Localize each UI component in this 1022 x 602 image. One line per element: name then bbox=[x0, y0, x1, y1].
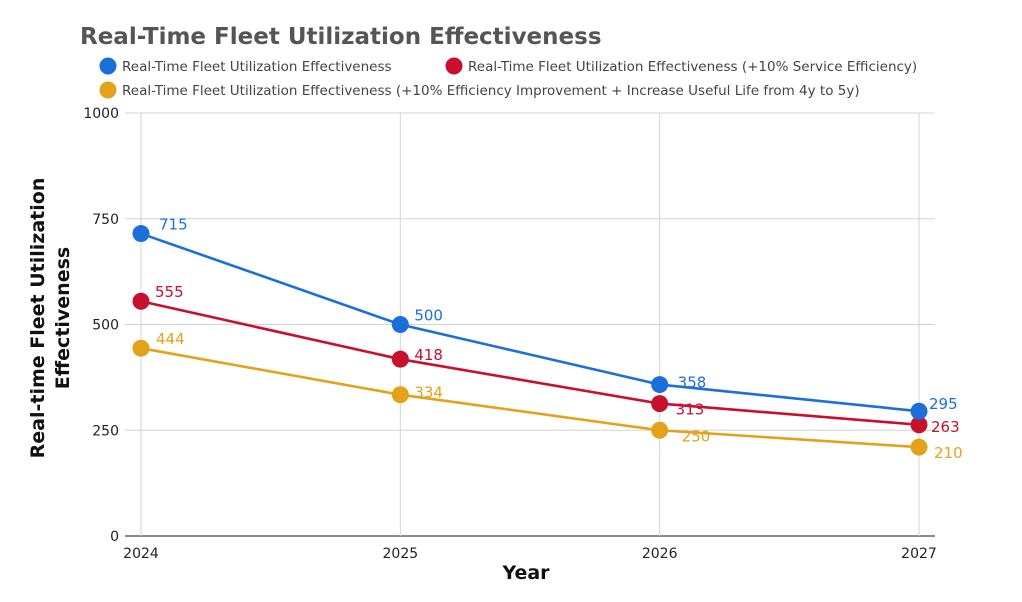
y-axis-ticks: 0 250 500 750 1000 bbox=[83, 106, 119, 545]
data-point bbox=[910, 402, 928, 420]
x-axis-title: Year bbox=[501, 562, 550, 584]
data-point bbox=[910, 438, 928, 456]
data-labels: 444 334 250 210 555 418 313 263 715 500 358 295 bbox=[155, 216, 963, 463]
data-point bbox=[132, 292, 150, 310]
y-tick-label: 0 bbox=[110, 529, 119, 545]
data-label: 263 bbox=[931, 418, 960, 436]
x-tick-label: 2025 bbox=[383, 546, 419, 562]
y-tick-label: 1000 bbox=[83, 106, 119, 122]
legend-label: Real-Time Fleet Utilization Effectivenes… bbox=[122, 59, 392, 75]
x-tick-label: 2026 bbox=[642, 546, 678, 562]
data-point bbox=[651, 421, 669, 439]
legend-label: Real-Time Fleet Utilization Effectivenes… bbox=[122, 83, 860, 99]
data-point bbox=[132, 339, 150, 357]
legend-marker bbox=[99, 81, 117, 99]
data-point bbox=[391, 386, 409, 404]
chart-title: Real-Time Fleet Utilization Effectivenes… bbox=[80, 24, 602, 50]
series-line bbox=[140, 346, 920, 449]
data-point bbox=[910, 416, 928, 434]
data-label: 715 bbox=[159, 216, 188, 234]
data-point bbox=[391, 350, 409, 368]
legend-marker bbox=[445, 57, 463, 75]
data-label: 210 bbox=[934, 444, 963, 462]
series-line bbox=[140, 299, 920, 427]
data-point bbox=[651, 395, 669, 413]
data-label: 295 bbox=[929, 395, 958, 413]
y-tick-label: 250 bbox=[92, 423, 119, 439]
data-label: 313 bbox=[676, 401, 705, 419]
series-lines bbox=[140, 232, 920, 449]
data-point bbox=[391, 316, 409, 333]
legend-label: Real-Time Fleet Utilization Effectivenes… bbox=[468, 59, 917, 75]
data-label: 250 bbox=[682, 427, 711, 445]
data-label: 334 bbox=[414, 384, 443, 402]
series-points bbox=[132, 225, 928, 456]
x-axis-ticks: 2024 2025 2026 2027 bbox=[123, 546, 937, 562]
y-axis-title-line: Real-time Fleet Utilization bbox=[27, 178, 49, 459]
y-axis-title: Real-time Fleet Utilization Effectiveness bbox=[27, 178, 74, 459]
data-label: 500 bbox=[414, 307, 443, 325]
grid bbox=[125, 112, 935, 537]
y-axis-title-line: Effectiveness bbox=[52, 247, 74, 389]
y-tick-label: 750 bbox=[92, 212, 119, 228]
data-label: 555 bbox=[155, 283, 184, 301]
series-line bbox=[140, 232, 920, 413]
x-tick-label: 2027 bbox=[901, 546, 937, 562]
data-point bbox=[651, 376, 669, 394]
y-tick-label: 500 bbox=[92, 318, 119, 334]
data-label: 444 bbox=[156, 330, 185, 348]
x-tick-label: 2024 bbox=[123, 546, 159, 562]
legend: Real-Time Fleet Utilization Effectivenes… bbox=[99, 57, 917, 99]
data-label: 358 bbox=[678, 374, 707, 392]
legend-marker bbox=[99, 57, 117, 75]
data-point bbox=[132, 225, 150, 243]
data-label: 418 bbox=[414, 346, 443, 364]
